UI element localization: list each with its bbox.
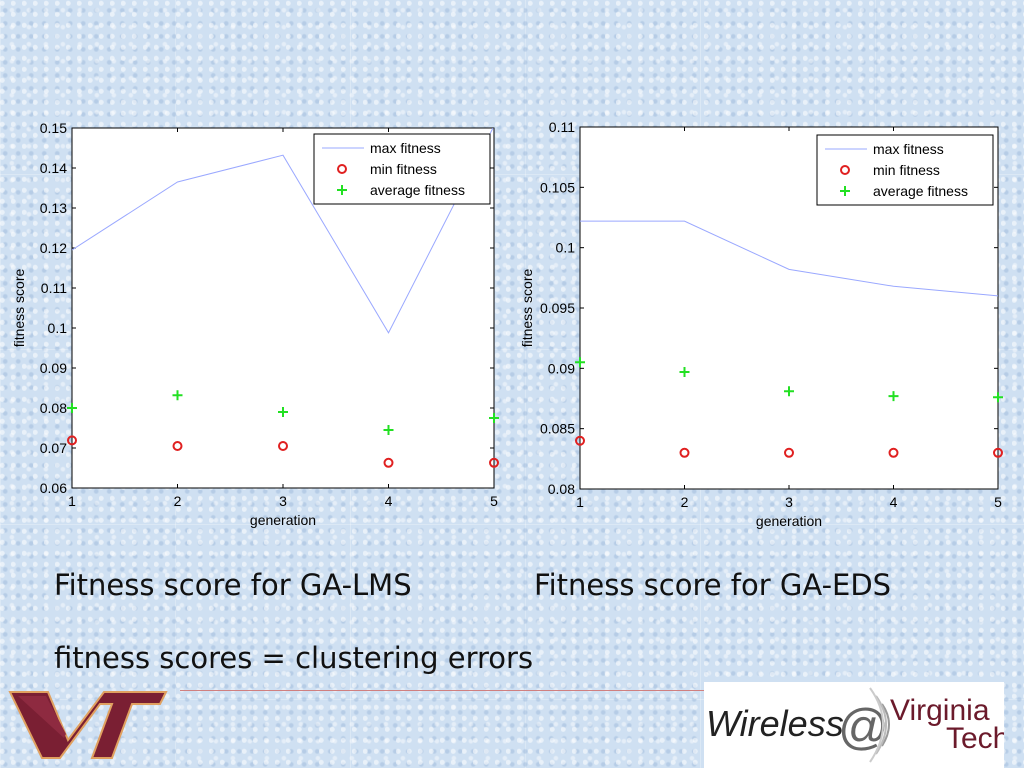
y-tick-label: 0.06 [40, 480, 67, 496]
point-min-fitness [679, 447, 690, 458]
y-tick-label: 0.11 [41, 280, 67, 296]
x-axis-label: generation [250, 512, 316, 528]
point-average-fitness [489, 413, 499, 423]
series-line-max-fitness [580, 220, 998, 297]
logo-wireless-text: Wireless [706, 703, 844, 744]
point-min-fitness [888, 447, 899, 458]
chart-ga-eds: 1 2 3 4 5 0.08 0.085 0.09 0.095 0.1 0.105 0.11 gener… [505, 110, 1024, 540]
point-average-fitness [784, 386, 794, 397]
legend-box [816, 134, 994, 206]
legend-label: average fitness [873, 183, 968, 199]
x-tick-label: 5 [490, 493, 498, 509]
x-tick-label: 2 [681, 494, 689, 510]
y-tick-label: 0.07 [40, 440, 67, 456]
y-tick-label: 0.15 [40, 120, 67, 136]
x-tick-label: 1 [68, 493, 76, 509]
x-tick-label: 2 [174, 493, 182, 509]
legend-swatch-circle [840, 165, 850, 175]
y-tick-label: 0.14 [40, 160, 67, 176]
point-min-fitness [993, 447, 1003, 458]
y-tick-label: 0.13 [40, 200, 67, 216]
y-tick-label: 0.09 [548, 360, 575, 376]
divider-line [180, 690, 705, 691]
point-min-fitness [489, 457, 499, 468]
y-axis-label: fitness score [11, 268, 27, 347]
y-tick-label: 0.105 [540, 179, 575, 195]
x-axis-label: generation [756, 513, 822, 529]
wireless-virginia-tech-logo: Wireless @ Virginia Tech [704, 682, 1004, 768]
y-tick-label: 0.12 [40, 240, 67, 256]
point-average-fitness [67, 403, 77, 413]
y-tick-label: 0.11 [549, 119, 575, 135]
chart-ga-eds-svg: 1 2 3 4 5 0.08 0.085 0.09 0.095 0.1 0.105 0.11 gener… [519, 119, 1003, 529]
point-min-fitness [383, 457, 394, 468]
y-tick-label: 0.085 [540, 421, 575, 437]
point-average-fitness [278, 407, 288, 417]
point-average-fitness [888, 391, 899, 402]
point-min-fitness [278, 441, 288, 451]
point-min-fitness [67, 435, 77, 446]
chart-ga-lms: 1 2 3 4 5 0.06 0.07 0.08 0.09 0.1 0.11 0.12 0.13 0.14… [0, 110, 510, 540]
y-tick-label: 0.1 [48, 320, 68, 336]
y-tick-label: 0.08 [40, 400, 67, 416]
y-tick-label: 0.095 [540, 300, 575, 316]
legend-label: average fitness [370, 182, 465, 198]
point-min-fitness [784, 447, 794, 458]
point-min-fitness [575, 435, 585, 446]
legend-swatch-plus [840, 186, 850, 196]
legend-label: max fitness [370, 140, 441, 156]
point-average-fitness [575, 357, 585, 368]
caption-ga-lms: Fitness score for GA-LMS [54, 568, 412, 602]
legend-box [313, 133, 491, 205]
point-average-fitness [993, 392, 1003, 403]
point-average-fitness [383, 425, 394, 435]
caption-ga-eds: Fitness score for GA-EDS [534, 568, 892, 602]
y-axis-label: fitness score [519, 268, 535, 347]
logo-tech-text: Tech [946, 722, 1004, 755]
x-tick-label: 3 [279, 493, 287, 509]
series-line-max-fitness [72, 128, 494, 334]
x-tick-label: 5 [994, 494, 1002, 510]
note-text: fitness scores = clustering errors [54, 641, 534, 675]
point-average-fitness [172, 390, 183, 401]
legend-label: min fitness [370, 161, 437, 177]
vt-logo [8, 691, 168, 759]
y-tick-label: 0.1 [556, 240, 576, 256]
x-tick-label: 4 [890, 494, 898, 510]
legend-swatch-circle [337, 164, 347, 174]
x-tick-label: 4 [385, 493, 393, 509]
x-tick-label: 3 [785, 494, 793, 510]
chart-ga-lms-svg: 1 2 3 4 5 0.06 0.07 0.08 0.09 0.1 0.11 0.12 0.13 0.14… [11, 120, 499, 528]
point-average-fitness [679, 366, 690, 377]
logo-virginia-text: Virginia [890, 694, 990, 727]
y-tick-label: 0.09 [40, 360, 67, 376]
legend-label: min fitness [873, 162, 940, 178]
legend-swatch-plus [337, 185, 347, 195]
point-min-fitness [172, 441, 183, 451]
legend-label: max fitness [873, 141, 944, 157]
x-tick-label: 1 [576, 494, 584, 510]
y-tick-label: 0.08 [548, 481, 575, 497]
